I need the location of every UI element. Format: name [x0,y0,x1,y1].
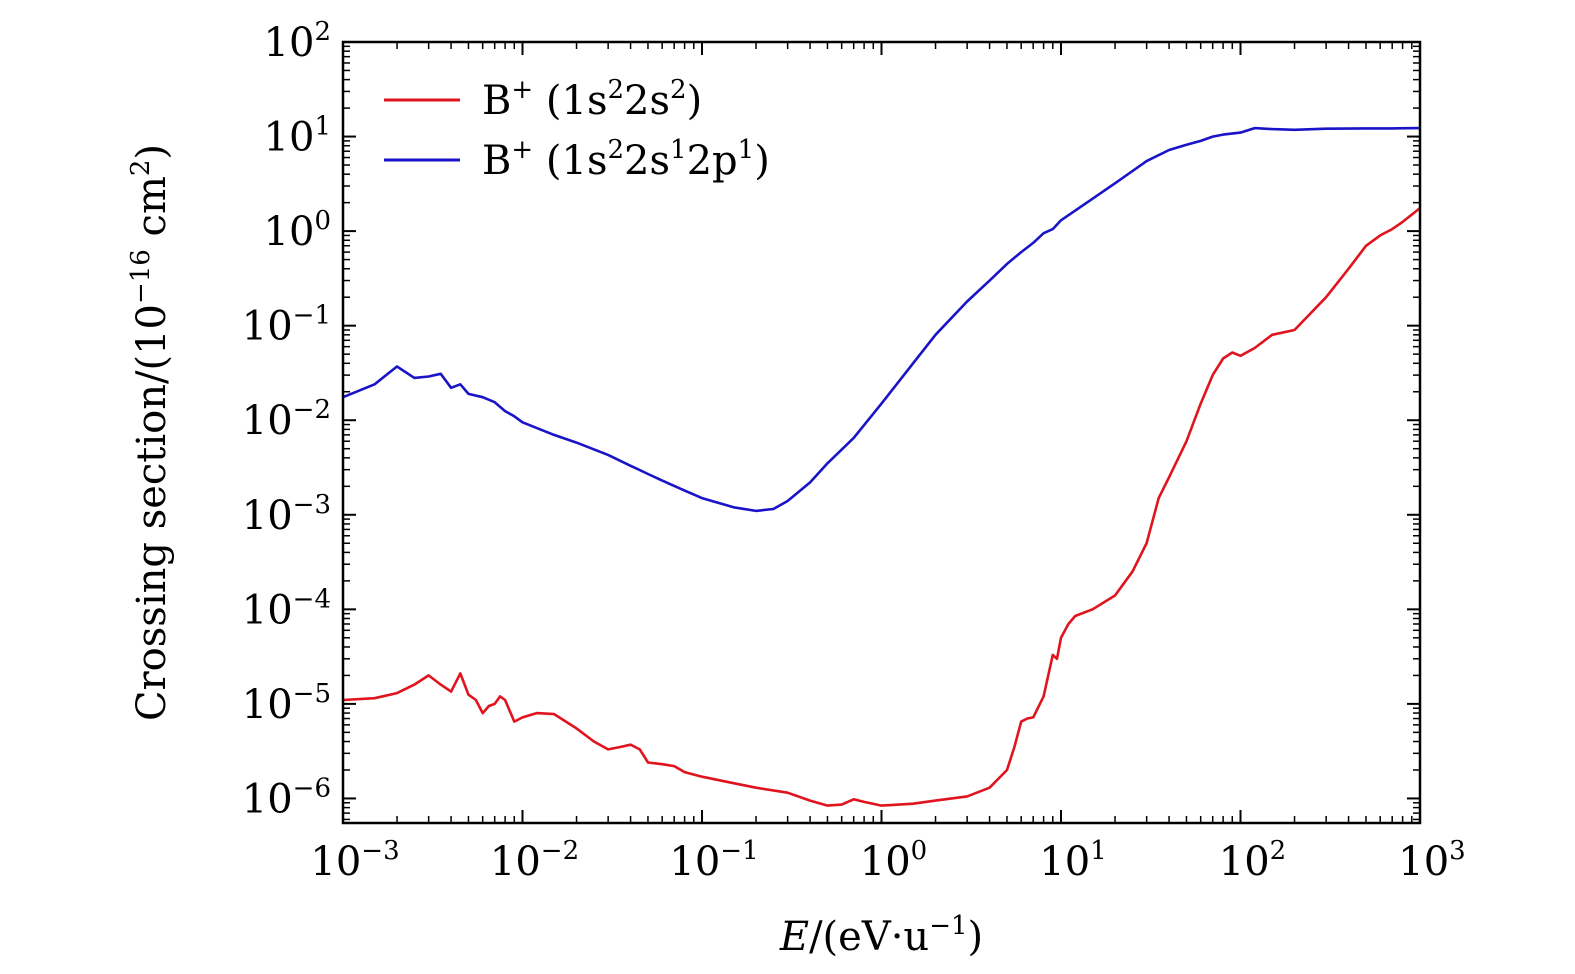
y-tick-label: 10−3 [242,490,331,539]
legend-label-1: B+ (1s22s2) [482,75,702,124]
x-tick-label: 10−2 [490,836,579,885]
y-tick-label: 10−5 [242,679,331,728]
plot-frame [341,40,1422,825]
x-axis-label: E/(eV·u−1) [779,911,983,960]
y-tick-label: 102 [264,17,331,66]
y-axis-label: Crossing section/(10−16 cm2) [126,144,175,721]
x-tick-label: 10−3 [310,836,399,885]
x-tick-label: 102 [1219,836,1286,885]
x-tick-labels: 10−3 10−2 10−1 100 101 102 103 [310,836,1465,885]
y-tick-label: 10−4 [242,584,331,633]
series-line-1 [342,207,1421,807]
y-tick-labels: 10−6 10−5 10−4 10−3 10−2 10−1 100 101 102 [242,17,331,822]
x-tick-label: 10−1 [669,836,758,885]
y-tick-label: 10−1 [242,301,331,350]
legend-label-2: B+ (1s22s12p1) [482,135,770,184]
y-tick-label: 101 [264,112,331,161]
x-tick-label: 101 [1039,836,1106,885]
x-tick-label: 103 [1398,836,1465,885]
x-tick-label: 100 [860,836,927,885]
series-lines [342,126,1421,807]
y-tick-label: 100 [264,206,331,255]
y-tick-label: 10−6 [242,773,331,822]
legend: B+ (1s22s2) B+ (1s22s12p1) [384,75,770,184]
series-line-2 [342,126,1421,513]
y-tick-label: 10−2 [242,395,331,444]
